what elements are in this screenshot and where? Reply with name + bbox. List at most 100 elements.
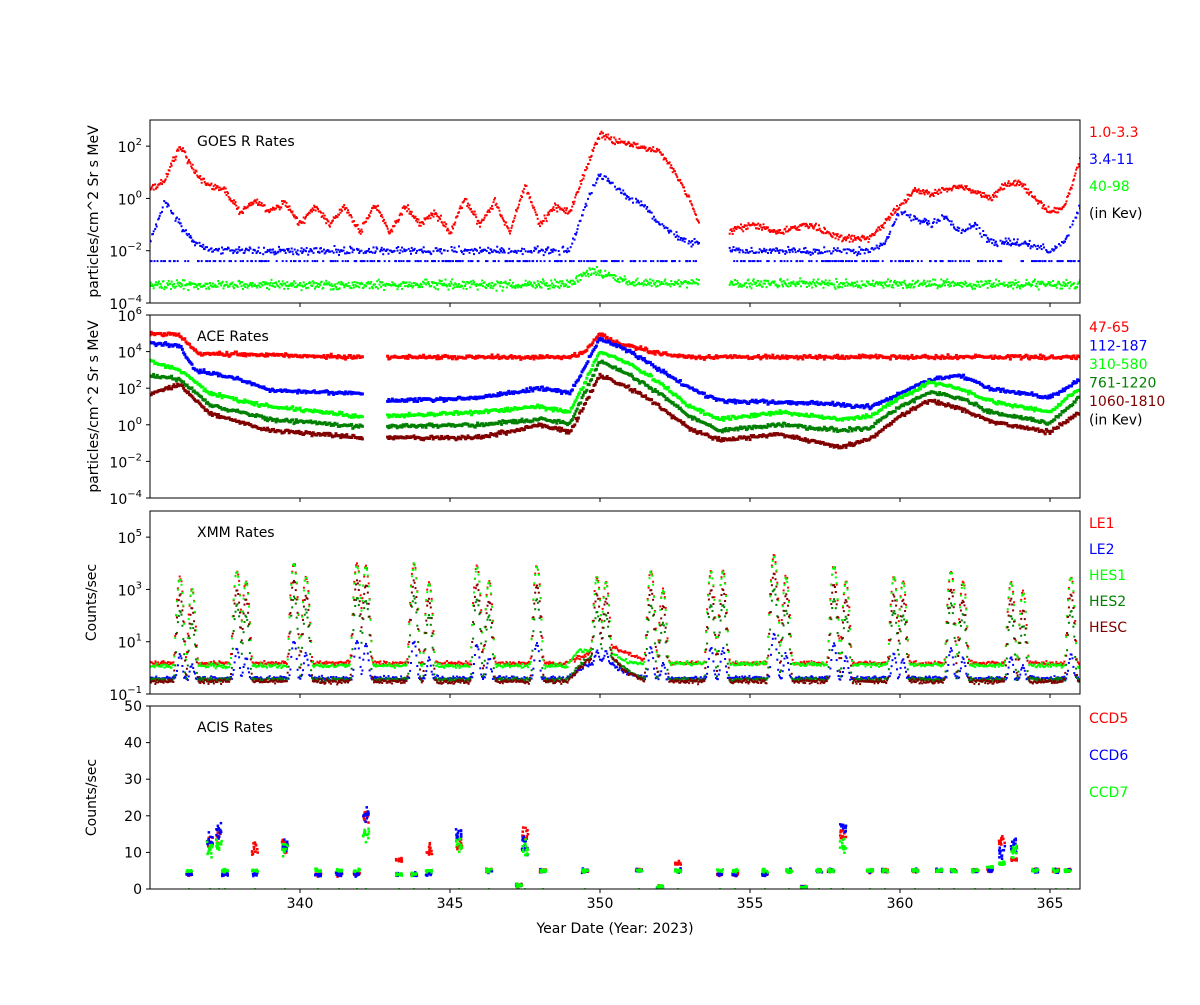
data-point	[596, 143, 598, 145]
data-point	[508, 228, 510, 230]
data-point	[695, 214, 697, 216]
data-point	[845, 239, 847, 241]
data-point	[801, 358, 804, 361]
data-point	[951, 189, 953, 191]
data-point	[197, 288, 199, 290]
data-point	[595, 260, 597, 262]
data-point	[170, 163, 172, 165]
y-tick-label: 10−2	[109, 242, 142, 261]
data-point	[934, 189, 936, 191]
data-point	[952, 224, 954, 226]
data-point	[980, 194, 982, 196]
data-point	[489, 283, 491, 285]
data-point	[532, 260, 534, 262]
data-point	[1021, 183, 1023, 185]
data-point	[799, 248, 801, 250]
data-point	[544, 260, 546, 262]
data-point	[648, 282, 650, 284]
data-point	[774, 280, 776, 282]
data-point	[745, 252, 747, 254]
data-point	[556, 207, 558, 209]
data-point	[839, 286, 841, 288]
data-point	[292, 211, 294, 213]
data-point	[501, 215, 503, 217]
data-point	[1073, 178, 1075, 180]
data-point	[588, 163, 590, 165]
data-point	[182, 147, 184, 149]
data-point	[913, 286, 915, 288]
data-point	[383, 219, 385, 221]
data-point	[495, 283, 497, 285]
data-point	[571, 206, 573, 208]
data-point	[574, 201, 576, 203]
data-point	[164, 260, 166, 262]
data-point	[598, 138, 600, 140]
data-point	[508, 248, 510, 250]
data-point	[813, 279, 815, 281]
data-point	[418, 219, 420, 221]
data-point	[1008, 180, 1010, 182]
data-point	[476, 223, 478, 225]
data-point	[228, 247, 230, 249]
data-point	[736, 260, 738, 262]
data-point	[545, 218, 547, 220]
data-point	[952, 188, 954, 190]
data-point	[350, 214, 352, 216]
data-point	[622, 260, 624, 262]
data-point	[981, 281, 983, 283]
data-point	[292, 251, 294, 253]
data-point	[944, 284, 946, 286]
data-point	[753, 278, 755, 280]
data-point	[452, 260, 454, 262]
data-point	[153, 230, 155, 232]
data-point	[469, 252, 471, 254]
data-point	[238, 206, 240, 208]
data-point	[841, 286, 843, 288]
data-point	[844, 285, 846, 287]
data-point	[190, 237, 192, 239]
data-point	[161, 211, 163, 213]
data-point	[188, 343, 191, 346]
data-point	[407, 204, 409, 206]
data-point	[155, 281, 157, 283]
data-point	[314, 260, 316, 262]
data-point	[853, 249, 855, 251]
data-point	[454, 247, 456, 249]
data-point	[312, 260, 314, 262]
data-point	[597, 177, 599, 179]
data-point	[256, 202, 258, 204]
data-point	[433, 216, 435, 218]
data-point	[742, 251, 744, 253]
data-point	[1027, 245, 1029, 247]
data-point	[570, 246, 572, 248]
data-point	[861, 280, 863, 282]
data-point	[498, 207, 500, 209]
data-point	[489, 252, 491, 254]
data-point	[593, 147, 595, 149]
data-point	[499, 210, 501, 212]
data-point	[637, 143, 639, 145]
data-point	[639, 260, 641, 262]
data-point	[170, 210, 172, 212]
data-point	[742, 249, 744, 251]
data-point	[855, 239, 857, 241]
data-point	[177, 260, 179, 262]
data-point	[779, 249, 781, 251]
data-point	[349, 285, 351, 287]
data-point	[884, 222, 886, 224]
data-point	[353, 286, 355, 288]
data-point	[441, 252, 443, 254]
data-point	[223, 287, 225, 289]
data-point	[458, 283, 460, 285]
data-point	[968, 260, 970, 262]
data-point	[739, 251, 741, 253]
data-point	[744, 260, 746, 262]
data-point	[760, 260, 762, 262]
data-point	[574, 196, 576, 198]
data-point	[367, 260, 369, 262]
data-point	[774, 260, 776, 262]
data-point	[695, 260, 697, 262]
data-point	[619, 281, 621, 283]
data-point	[575, 194, 577, 196]
data-point	[463, 253, 465, 255]
